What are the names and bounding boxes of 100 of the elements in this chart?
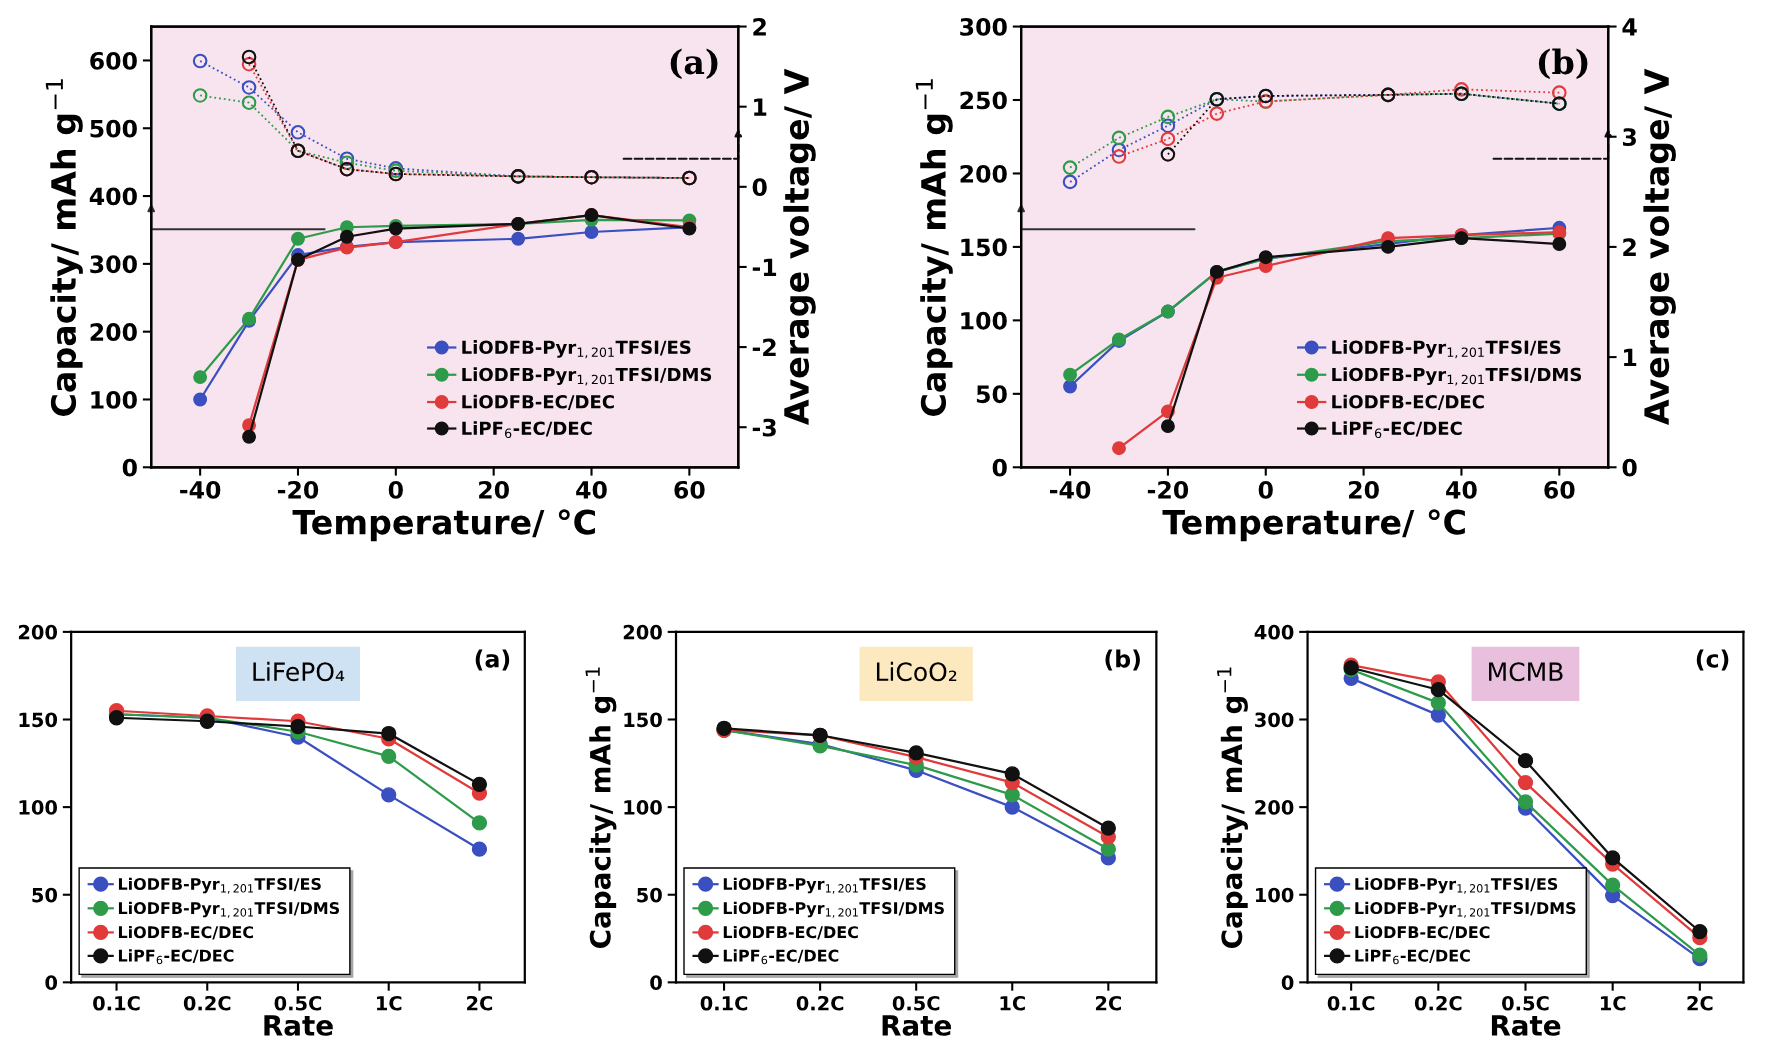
x-tick-label: 60 (1544, 480, 1575, 499)
y-tick-label: 300 (960, 18, 1007, 36)
x-tick-label: 0.5C (274, 995, 322, 1011)
y-tick-label: 0 (122, 458, 137, 477)
y-tick-label: 500 (90, 119, 137, 138)
legend-label: LiODFB-Pyr$_{1,201}$TFSI/ES (118, 877, 321, 894)
y2-tick-label: 0 (752, 178, 767, 197)
x-axis-title: Rate (882, 1015, 951, 1036)
x-tick-label: -20 (277, 480, 319, 499)
x-tick-label: 40 (1446, 480, 1477, 499)
x-axis-title: Rate (1491, 1015, 1561, 1036)
legend-label: LiODFB-EC/DEC (462, 394, 614, 411)
legend-label: LiPF$_{6}$-EC/DEC (118, 949, 234, 965)
y-axis-title: Capacity/ mAh g$^{−1}$ (45, 79, 83, 416)
y2-tick-label: -3 (752, 418, 776, 437)
y-tick-label: 0 (992, 458, 1007, 477)
x-axis-title: Temperature/ °C (1162, 509, 1465, 542)
y-tick-label: 250 (960, 91, 1007, 110)
y-tick-label: 200 (1255, 800, 1294, 815)
y-axis-title: Capacity/ mAh g$^{−1}$ (585, 667, 617, 948)
y-tick-label: 300 (1255, 712, 1294, 728)
x-tick-label: 1C (1600, 995, 1626, 1011)
y2-tick-label: 1 (1624, 348, 1637, 367)
x-tick-label: -20 (1147, 480, 1189, 499)
y-tick-label: 100 (961, 311, 1007, 330)
y2-tick-label: 0 (1622, 458, 1637, 477)
y-tick-label: 300 (90, 255, 137, 274)
y-tick-label: 0 (650, 975, 662, 991)
x-tick-label: 0.2C (796, 995, 844, 1011)
y-tick-label: 400 (1254, 624, 1294, 640)
x-tick-label: 60 (674, 480, 705, 499)
annotation: MCMB (1489, 662, 1563, 682)
legend-label: LiODFB-Pyr$_{1,201}$TFSI/DMS (723, 901, 944, 918)
annotation: (a) (475, 649, 510, 671)
y-tick-label: 50 (32, 887, 58, 903)
x-tick-label: -40 (1050, 480, 1091, 499)
x-tick-label: 40 (576, 480, 607, 499)
y-tick-label: 600 (90, 51, 137, 70)
x-tick-label: 2C (1095, 995, 1121, 1011)
y2-tick-label: -1 (752, 258, 777, 276)
y2-tick-label: 2 (1623, 238, 1636, 256)
annotation: (b) (1105, 649, 1140, 671)
x-tick-label: 0.1C (700, 995, 748, 1011)
legend-label: LiODFB-Pyr$_{1,201}$TFSI/ES (723, 877, 926, 894)
legend-label: LiODFB-Pyr$_{1,201}$TFSI/ES (1355, 877, 1558, 894)
y2-tick-label: 4 (1622, 18, 1637, 36)
legend-label: LiODFB-EC/DEC (1355, 925, 1490, 940)
x-axis-title: Temperature/ °C (292, 509, 595, 542)
legend-label: LiODFB-Pyr$_{1,201}$TFSI/ES (462, 340, 691, 359)
legend-label: LiODFB-EC/DEC (723, 925, 858, 940)
legend-label: LiODFB-Pyr$_{1,201}$TFSI/DMS (462, 367, 712, 386)
y2-tick-label: -2 (752, 338, 776, 357)
y-tick-label: 200 (960, 164, 1007, 183)
x-tick-label: 0 (388, 480, 403, 499)
x-tick-label: -40 (180, 480, 221, 499)
x-tick-label: 0.2C (183, 995, 231, 1011)
y-tick-label: 200 (18, 624, 58, 640)
x-tick-label: 0.1C (1327, 995, 1375, 1011)
y-axis-title: Capacity/ mAh g$^{−1}$ (915, 79, 953, 416)
legend-label: LiODFB-EC/DEC (1332, 394, 1484, 411)
legend-label: LiPF$_{6}$-EC/DEC (1355, 949, 1470, 965)
legend-label: LiPF$_{6}$-EC/DEC (1332, 421, 1462, 438)
x-tick-label: 2C (1687, 995, 1713, 1011)
y2-tick-label: 1 (754, 98, 767, 116)
annotation: (a) (670, 48, 718, 80)
y2-tick-label: 3 (1622, 128, 1636, 147)
x-tick-label: 20 (479, 480, 509, 499)
legend-label: LiODFB-Pyr$_{1,201}$TFSI/DMS (118, 901, 340, 918)
y-tick-label: 100 (91, 390, 137, 409)
y-tick-label: 0 (1281, 975, 1294, 991)
x-axis-title: Rate (264, 1015, 333, 1036)
y-tick-label: 50 (637, 887, 662, 903)
y-tick-label: 400 (89, 187, 137, 206)
y-tick-label: 50 (976, 385, 1007, 404)
x-tick-label: 2C (467, 995, 493, 1011)
x-tick-label: 0.5C (892, 995, 940, 1011)
y2-tick-label: 2 (753, 18, 766, 36)
legend-label: LiPF$_{6}$-EC/DEC (462, 421, 592, 438)
x-tick-label: 0.2C (1414, 995, 1462, 1011)
y-tick-label: 150 (19, 712, 58, 728)
legend-label: LiODFB-Pyr$_{1,201}$TFSI/DMS (1355, 901, 1576, 918)
y-tick-label: 200 (90, 323, 137, 341)
annotation: (c) (1696, 649, 1729, 671)
y-tick-label: 100 (19, 800, 58, 815)
y2-axis-title: Average voltage/ V (1643, 68, 1676, 425)
annotation: LiFePO₄ (253, 661, 345, 682)
x-tick-label: 0.1C (93, 995, 140, 1011)
annotation: (b) (1538, 48, 1588, 80)
y-tick-label: 150 (624, 712, 662, 728)
y2-axis-title: Average voltage/ V (783, 68, 816, 425)
x-tick-label: 1C (1000, 995, 1025, 1011)
y-tick-label: 0 (45, 975, 58, 991)
x-tick-label: 0.5C (1502, 995, 1549, 1011)
y-axis-title: Capacity/ mAh g$^{−1}$ (1217, 667, 1248, 948)
legend-label: LiODFB-EC/DEC (118, 925, 254, 940)
annotation: LiCoO₂ (876, 661, 957, 682)
y-tick-label: 100 (1255, 887, 1294, 903)
x-tick-label: 1C (377, 995, 402, 1011)
legend-label: LiODFB-Pyr$_{1,201}$TFSI/ES (1332, 340, 1561, 359)
y-tick-label: 150 (961, 238, 1007, 257)
